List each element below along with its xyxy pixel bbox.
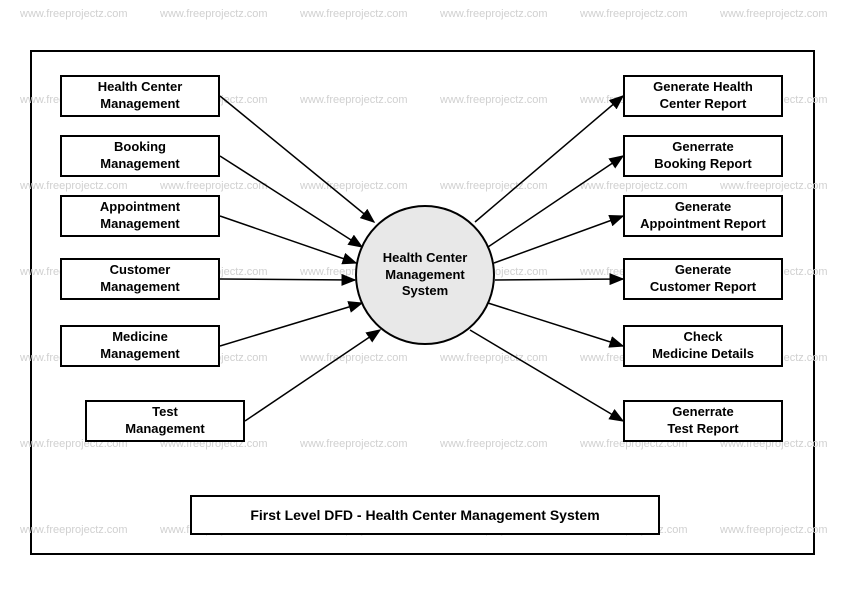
entity-box-left-1: BookingManagement bbox=[60, 135, 220, 177]
diagram-title-label: First Level DFD - Health Center Manageme… bbox=[250, 507, 599, 523]
entity-label: CustomerManagement bbox=[100, 262, 179, 296]
entity-box-left-5: TestManagement bbox=[85, 400, 245, 442]
entity-label: BookingManagement bbox=[100, 139, 179, 173]
center-process-label: Health CenterManagementSystem bbox=[383, 250, 468, 301]
entity-label: AppointmentManagement bbox=[100, 199, 180, 233]
diagram-title-box: First Level DFD - Health Center Manageme… bbox=[190, 495, 660, 535]
entity-label: GenerrateBooking Report bbox=[654, 139, 752, 173]
entity-box-right-4: CheckMedicine Details bbox=[623, 325, 783, 367]
entity-label: GenerateAppointment Report bbox=[640, 199, 766, 233]
entity-label: GenerrateTest Report bbox=[667, 404, 738, 438]
entity-box-right-3: GenerateCustomer Report bbox=[623, 258, 783, 300]
entity-box-right-1: GenerrateBooking Report bbox=[623, 135, 783, 177]
entity-box-right-2: GenerateAppointment Report bbox=[623, 195, 783, 237]
entity-label: GenerateCustomer Report bbox=[650, 262, 756, 296]
entity-label: TestManagement bbox=[125, 404, 204, 438]
entity-label: MedicineManagement bbox=[100, 329, 179, 363]
entity-label: CheckMedicine Details bbox=[652, 329, 754, 363]
entity-box-left-3: CustomerManagement bbox=[60, 258, 220, 300]
entity-box-right-5: GenerrateTest Report bbox=[623, 400, 783, 442]
entity-box-right-0: Generate HealthCenter Report bbox=[623, 75, 783, 117]
center-process: Health CenterManagementSystem bbox=[355, 205, 495, 345]
entity-box-left-0: Health CenterManagement bbox=[60, 75, 220, 117]
entity-box-left-4: MedicineManagement bbox=[60, 325, 220, 367]
entity-box-left-2: AppointmentManagement bbox=[60, 195, 220, 237]
entity-label: Generate HealthCenter Report bbox=[653, 79, 753, 113]
entity-label: Health CenterManagement bbox=[98, 79, 183, 113]
